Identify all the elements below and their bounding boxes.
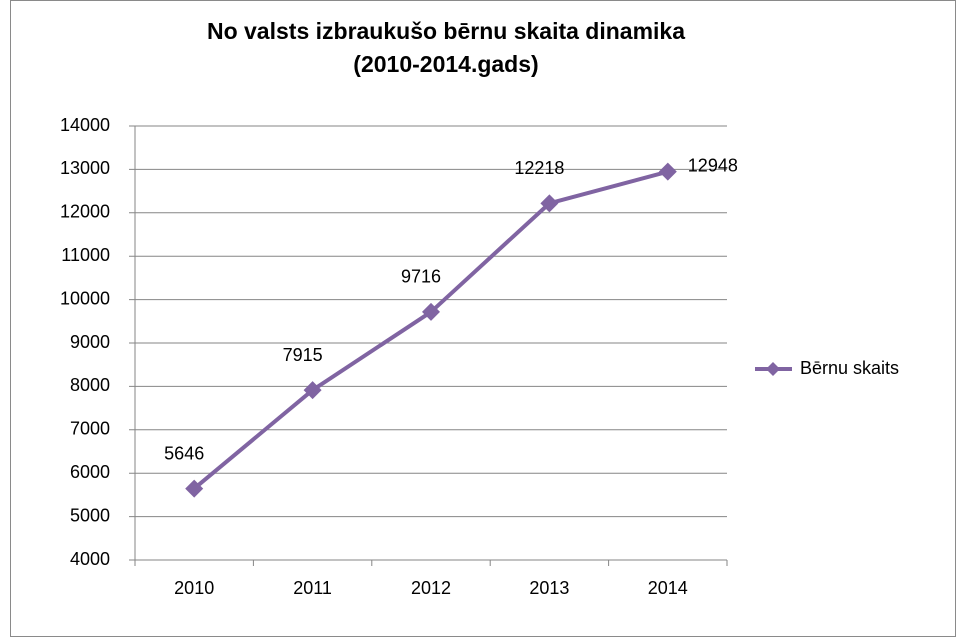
data-label: 9716 bbox=[401, 267, 441, 287]
x-tick-label: 2014 bbox=[648, 578, 688, 598]
x-tick-label: 2012 bbox=[411, 578, 451, 598]
x-tick-label: 2010 bbox=[174, 578, 214, 598]
y-tick-label: 12000 bbox=[60, 202, 110, 222]
chart-border bbox=[10, 0, 956, 637]
chart-title: (2010-2014.gads) bbox=[353, 51, 538, 77]
data-point bbox=[422, 302, 440, 321]
x-tick-label: 2013 bbox=[529, 578, 569, 598]
data-point bbox=[185, 479, 204, 498]
data-point bbox=[658, 162, 677, 181]
y-tick-label: 10000 bbox=[60, 288, 110, 308]
y-tick-label: 4000 bbox=[70, 549, 110, 569]
y-tick-label: 11000 bbox=[61, 245, 110, 265]
data-label: 5646 bbox=[164, 443, 204, 463]
data-label: 12218 bbox=[514, 158, 564, 178]
data-point bbox=[303, 381, 322, 400]
x-tick-label: 2011 bbox=[293, 578, 332, 598]
data-label: 12948 bbox=[688, 155, 738, 175]
y-tick-label: 7000 bbox=[70, 419, 110, 439]
legend-label: Bērnu skaits bbox=[800, 358, 899, 378]
y-tick-label: 13000 bbox=[60, 158, 110, 178]
data-label: 7915 bbox=[283, 345, 323, 365]
legend-marker bbox=[766, 362, 780, 376]
y-tick-label: 6000 bbox=[70, 462, 110, 482]
data-point bbox=[540, 194, 559, 213]
y-tick-label: 8000 bbox=[70, 375, 110, 395]
y-tick-label: 9000 bbox=[70, 332, 110, 352]
y-tick-label: 14000 bbox=[60, 115, 110, 135]
y-tick-label: 5000 bbox=[70, 505, 110, 525]
chart-title: No valsts izbraukušo bērnu skaita dinami… bbox=[207, 18, 685, 44]
